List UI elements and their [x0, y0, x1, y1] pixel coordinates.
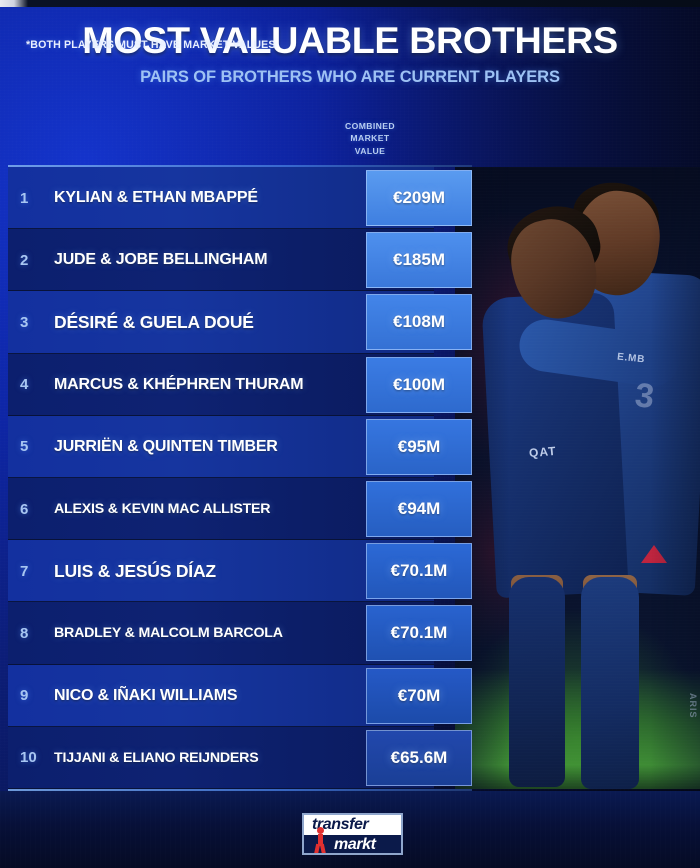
row-brothers-name: ALEXIS & KEVIN MAC ALLISTER: [54, 501, 271, 518]
ranking-list: 1 KYLIAN & ETHAN MBAPPÉ €209M 2 JUDE & JOBE …: [8, 167, 472, 790]
row-brothers-name: BRADLEY & MALCOLM BARCOLA: [54, 625, 283, 642]
row-brothers-name: LUIS & JESÚS DÍAZ: [54, 560, 216, 581]
row-brothers-name: KYLIAN & ETHAN MBAPPÉ: [54, 189, 258, 207]
row-rank: 7: [20, 562, 29, 580]
row-background: [8, 726, 434, 790]
table-row: 6 ALEXIS & KEVIN MAC ALLISTER €94M: [8, 477, 472, 541]
row-market-value: €95M: [366, 418, 472, 475]
value-column-header-line3: VALUE: [354, 145, 386, 156]
row-market-value: €70M: [366, 667, 472, 724]
logo-player-figure-icon: [313, 827, 327, 853]
row-market-value: €70.1M: [366, 605, 472, 662]
row-rank: 2: [20, 251, 29, 269]
value-column-header-line2: MARKET: [350, 133, 390, 144]
row-brothers-name: DÉSIRÉ & GUELA DOUÉ: [54, 311, 254, 332]
row-rank: 8: [20, 624, 29, 642]
row-background: [8, 415, 434, 479]
row-market-value: €94M: [366, 480, 472, 537]
top-edge-strip: [0, 0, 700, 7]
row-market-value: €209M: [366, 170, 472, 226]
photo-grain: [455, 167, 700, 789]
row-brothers-name: TIJJANI & ELIANO REIJNDERS: [54, 749, 259, 766]
table-row: 5 JURRIËN & QUINTEN TIMBER €95M: [8, 415, 472, 479]
row-rank: 10: [20, 749, 37, 767]
row-background: [8, 540, 434, 603]
row-background: [8, 353, 434, 416]
row-brothers-name: JUDE & JOBE BELLINGHAM: [54, 251, 268, 269]
row-market-value: €185M: [366, 232, 472, 289]
row-brothers-name: JURRIËN & QUINTEN TIMBER: [54, 437, 278, 455]
row-background: [8, 602, 434, 665]
row-rank: 3: [20, 313, 29, 331]
table-row: 8 BRADLEY & MALCOLM BARCOLA €70.1M: [8, 602, 472, 665]
footer: [0, 791, 700, 868]
row-rank: 1: [20, 189, 29, 207]
table-row: 1 KYLIAN & ETHAN MBAPPÉ €209M: [8, 167, 472, 230]
page-subtitle: PAIRS OF BROTHERS WHO ARE CURRENT PLAYER…: [140, 68, 560, 86]
table-top-rule: [8, 165, 472, 167]
photo-edge-shade: [455, 167, 700, 789]
row-brothers-name: MARCUS & KHÉPHREN THURAM: [54, 375, 304, 393]
value-column-header: COMBINED MARKET VALUE: [305, 120, 435, 157]
page-title: MOST VALUABLE BROTHERS: [82, 20, 618, 61]
table-row: 2 JUDE & JOBE BELLINGHAM €185M: [8, 229, 472, 292]
logo-bottom-band: [304, 835, 401, 853]
table-row: 3 DÉSIRÉ & GUELA DOUÉ €108M: [8, 291, 472, 354]
table-row: 4 MARCUS & KHÉPHREN THURAM €100M: [8, 353, 472, 416]
logo-text-markt: markt: [334, 836, 376, 853]
row-market-value: €65.6M: [366, 729, 472, 786]
row-market-value: €108M: [366, 294, 472, 351]
row-rank: 6: [20, 500, 29, 518]
table-row: 10 TIJJANI & ELIANO REIJNDERS €65.6M: [8, 726, 472, 790]
row-market-value: €70.1M: [366, 543, 472, 600]
table-row: 9 NICO & IÑAKI WILLIAMS €70M: [8, 664, 472, 727]
row-background: [8, 477, 434, 541]
row-rank: 5: [20, 438, 29, 456]
transfermarkt-logo: transfer markt: [302, 813, 403, 855]
table-row: 7 LUIS & JESÚS DÍAZ €70.1M: [8, 540, 472, 603]
player-photo: 3 E.MB QAT ARIS: [455, 167, 700, 789]
logo-text-transfer: transfer: [312, 816, 369, 833]
value-column-header-line1: COMBINED: [345, 121, 395, 131]
header: MOST VALUABLE BROTHERS PAIRS OF BROTHERS…: [0, 22, 700, 87]
row-brothers-name: NICO & IÑAKI WILLIAMS: [54, 686, 238, 704]
row-rank: 9: [20, 687, 29, 705]
logo-top-band: [304, 815, 401, 835]
row-background: [8, 167, 434, 230]
row-background: [8, 229, 434, 292]
table-bottom-rule: [8, 789, 472, 791]
row-market-value: €100M: [366, 356, 472, 413]
row-background: [8, 664, 434, 727]
footnote: *BOTH PLAYERS MUST HAVE MARKET VALUES: [26, 39, 276, 51]
row-rank: 4: [20, 376, 29, 394]
row-background: [8, 291, 434, 354]
